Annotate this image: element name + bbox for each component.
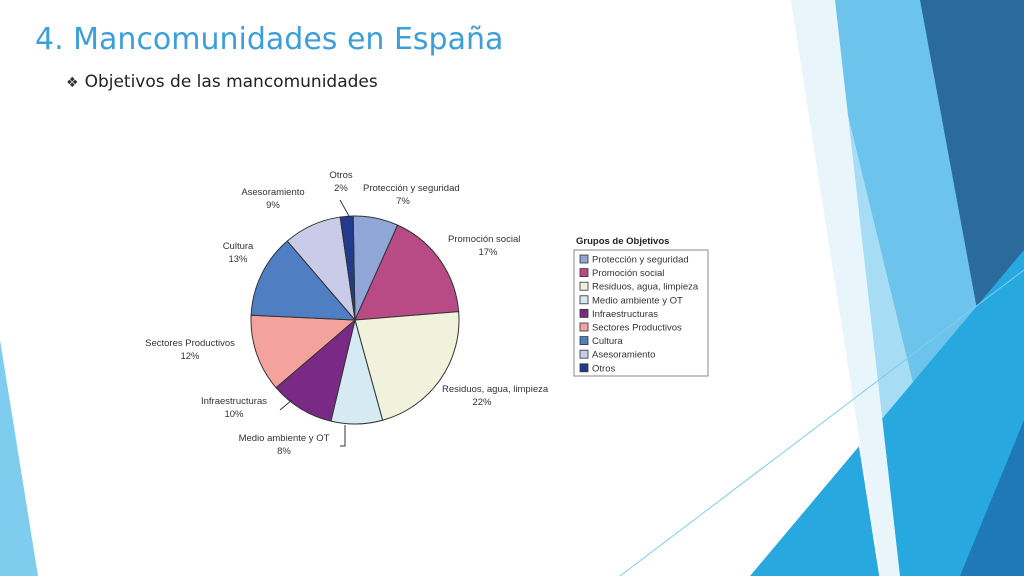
legend-label: Infraestructuras <box>592 309 658 320</box>
legend-swatch <box>579 363 589 373</box>
slice-label: Residuos, agua, limpieza <box>442 384 549 395</box>
slide-title: 4. Mancomunidades en España <box>35 22 504 57</box>
deco-line-1 <box>789 0 881 576</box>
pie-slice-1 <box>354 224 460 321</box>
legend-box <box>573 249 709 377</box>
pie-slice-2 <box>354 311 460 421</box>
slice-label: Promoción social <box>448 234 520 245</box>
legend-swatch <box>579 295 589 305</box>
slice-label: Medio ambiente y OT <box>239 433 330 444</box>
legend-label: Cultura <box>592 336 623 347</box>
legend-swatch <box>579 308 589 318</box>
legend-label: Asesoramiento <box>592 350 655 361</box>
deco-line-2 <box>619 269 1024 576</box>
legend-label: Residuos, agua, limpieza <box>592 282 699 293</box>
slice-label: Protección y seguridad <box>363 183 460 194</box>
legend-swatch <box>579 254 589 264</box>
slice-label: Cultura <box>223 241 254 252</box>
legend-label: Protección y seguridad <box>592 255 689 266</box>
legend-label: Promoción social <box>592 268 664 279</box>
slice-percent-label: 8% <box>277 446 291 457</box>
deco-left-sliver <box>0 340 38 576</box>
slice-label: Sectores Productivos <box>145 338 235 349</box>
slice-label: Otros <box>329 170 352 181</box>
legend-label: Otros <box>592 363 615 374</box>
legend-swatch <box>579 268 589 278</box>
chart-legend: Grupos de Objetivos Protección y segurid… <box>573 236 709 377</box>
legend-swatch <box>579 349 589 359</box>
legend-swatch <box>579 322 589 332</box>
legend-label: Medio ambiente y OT <box>592 295 683 306</box>
deco-white-wedge <box>790 0 900 576</box>
leader-line <box>340 425 346 447</box>
pie-slices <box>250 215 460 425</box>
pie-slice-5 <box>250 314 357 389</box>
slice-percent-label: 10% <box>224 409 244 420</box>
deco-bottom-dark <box>960 420 1024 576</box>
deco-bottom-triangle <box>750 250 1024 576</box>
slice-label: Infraestructuras <box>201 396 267 407</box>
slice-percent-label: 9% <box>266 200 280 211</box>
pie-slice-6 <box>250 240 357 321</box>
legend-swatch <box>579 281 589 291</box>
leader-line <box>339 199 350 217</box>
slice-percent-label: 17% <box>478 247 498 258</box>
pie-slice-8 <box>339 215 356 321</box>
bullet-diamond-icon: ❖ <box>66 75 79 91</box>
pie-leader-lines <box>279 199 350 447</box>
leader-line <box>279 399 293 411</box>
bullet-item: ❖ Objetivos de las mancomunidades <box>66 72 378 92</box>
legend-label: Sectores Productivos <box>592 323 682 334</box>
slice-percent-label: 22% <box>472 397 492 408</box>
legend-swatch <box>579 336 589 346</box>
bullet-text: Objetivos de las mancomunidades <box>84 72 378 92</box>
slice-percent-label: 2% <box>334 183 348 194</box>
slice-percent-label: 7% <box>396 196 410 207</box>
slice-percent-label: 12% <box>180 351 200 362</box>
legend-title: Grupos de Objetivos <box>576 236 669 247</box>
slice-percent-label: 13% <box>228 254 248 265</box>
pie-labels: Protección y seguridad 7% Promoción social… <box>145 170 549 457</box>
slice-label: Asesoramiento <box>241 187 304 198</box>
